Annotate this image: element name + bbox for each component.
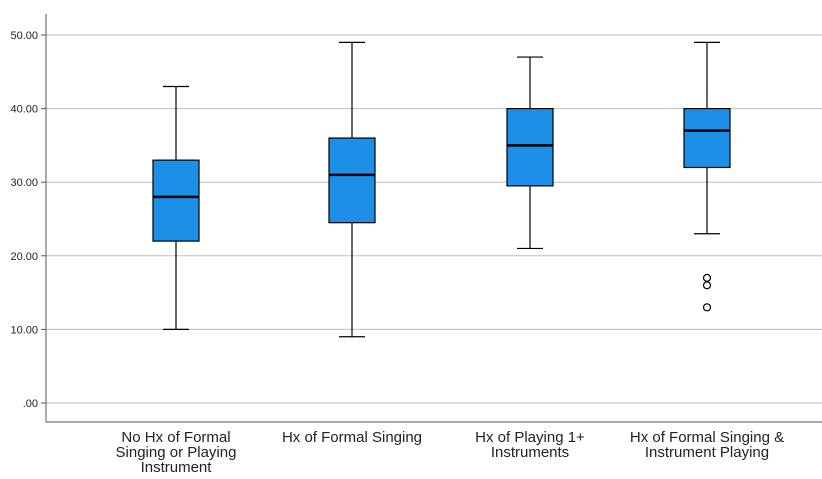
box-group-2 bbox=[328, 41, 376, 338]
box-group-1 bbox=[152, 85, 200, 330]
boxes bbox=[152, 41, 731, 338]
box-group-3 bbox=[506, 56, 554, 250]
y-axis-ticks: .00 10.00 20.00 30.00 40.00 50.00 bbox=[10, 30, 46, 410]
x-category-label-2: Hx of Formal Singing bbox=[281, 429, 423, 446]
iqr-box bbox=[152, 159, 200, 242]
outlier-point-3 bbox=[702, 303, 712, 312]
y-tick-label-2: 20.00 bbox=[10, 251, 38, 263]
y-tick-label-5: 50.00 bbox=[10, 30, 38, 42]
outlier-point-2 bbox=[702, 281, 712, 290]
y-tick-label-1: 10.00 bbox=[10, 324, 38, 336]
iqr-box bbox=[683, 107, 731, 169]
y-tick-label-3: 30.00 bbox=[10, 177, 38, 189]
outlier-point-1 bbox=[702, 273, 712, 282]
box-group-4 bbox=[683, 41, 731, 312]
x-category-label-4: Hx of Formal Singing & Instrument Playin… bbox=[629, 429, 785, 461]
y-tick-label-4: 40.00 bbox=[10, 104, 38, 116]
x-category-label-1: No Hx of Formal Singing or Playing Instr… bbox=[115, 429, 237, 476]
x-category-label-3: Hx of Playing 1+ Instruments bbox=[475, 429, 585, 461]
iqr-box bbox=[328, 137, 376, 224]
y-tick-label-0: .00 bbox=[23, 398, 38, 410]
iqr-box bbox=[506, 107, 554, 187]
